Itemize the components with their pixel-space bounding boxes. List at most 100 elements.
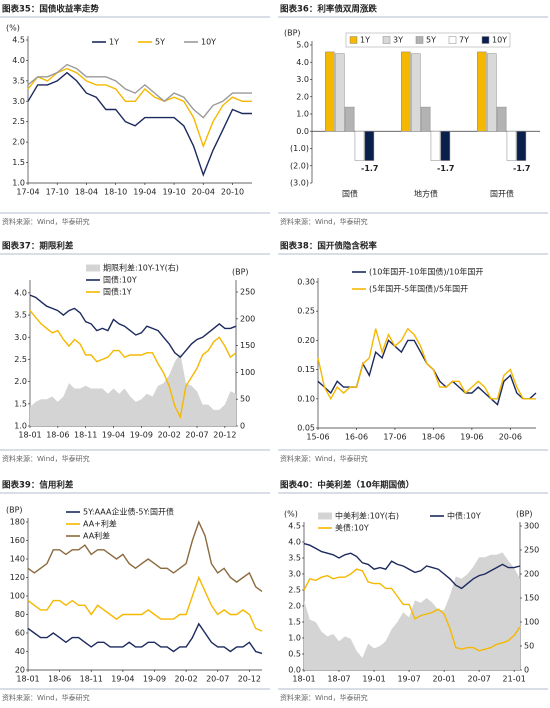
- y2-tick-label: 150: [240, 341, 255, 350]
- x-tick-label: 20-07: [468, 675, 491, 684]
- x-tick-label: 20-02: [174, 675, 197, 684]
- y-tick-label: 1.0: [288, 634, 301, 643]
- bar: [334, 53, 345, 132]
- line: [29, 294, 237, 359]
- legend-swatch: [318, 512, 332, 520]
- line: [27, 71, 252, 177]
- y-tick-label: 180: [10, 518, 25, 527]
- x-tick-label: 17-04: [16, 188, 39, 197]
- data-label: -1.7: [361, 164, 379, 173]
- bar: [496, 106, 507, 132]
- x-tick-label: 17-06: [383, 433, 406, 442]
- y-tick-label: 0.05: [297, 424, 315, 433]
- x-tick-label: 19-06: [460, 433, 483, 442]
- x-tick-label: 地方债: [414, 189, 438, 199]
- x-tick-label: 17-10: [46, 188, 69, 197]
- y2-tick-label: 100: [524, 618, 539, 627]
- y-tick-label: 0.0: [296, 127, 309, 136]
- legend-label: 1Y: [109, 38, 119, 47]
- x-tick-label: 18-01: [16, 675, 39, 684]
- y-tick-label: 2.0: [14, 377, 27, 386]
- y-tick-label: 4.0: [288, 538, 301, 547]
- y2-tick-label: 250: [524, 546, 539, 555]
- data-label: -1.7: [513, 164, 531, 173]
- line: [27, 67, 252, 149]
- y-tick-label: 0.15: [297, 365, 315, 374]
- y2-tick-label: 100: [240, 368, 255, 377]
- bar: [364, 131, 375, 161]
- y-tick-label: 2.0: [288, 602, 301, 611]
- legend-swatch: [382, 36, 391, 44]
- y-tick-label: 1.5: [12, 158, 25, 167]
- legend-label: 10Y: [492, 36, 507, 45]
- bar: [354, 131, 365, 161]
- legend-label: AA利差: [83, 531, 110, 541]
- y-tick-label: 3.5: [288, 554, 301, 563]
- legend-label: 中债:10Y: [447, 511, 481, 521]
- x-tick-label: 20-12: [238, 675, 261, 684]
- x-tick-label: 20-01: [432, 675, 455, 684]
- y-tick-label: 1.5: [288, 618, 301, 627]
- line: [317, 339, 537, 406]
- y-tick-label: 3.5: [12, 76, 25, 85]
- x-tick-label: 19-04: [111, 675, 134, 684]
- y2-tick-label: 0: [524, 666, 529, 675]
- y2-tick-label: 300: [524, 522, 539, 531]
- legend-label: 10Y: [201, 38, 216, 47]
- y2-tick-label: 0: [240, 422, 245, 431]
- bar: [420, 106, 431, 132]
- line: [27, 520, 263, 592]
- y-tick-label: (3.0): [290, 179, 309, 188]
- legend-label: 1Y: [360, 36, 370, 45]
- y2-tick-label: 150: [524, 594, 539, 603]
- x-tick-label: 20-12: [213, 431, 236, 440]
- y-tick-label: 4.0: [14, 288, 27, 297]
- x-tick-label: 19-09: [130, 431, 153, 440]
- y-tick-label: 20: [15, 666, 25, 675]
- bar: [440, 131, 451, 161]
- x-tick-label: 18-11: [74, 431, 97, 440]
- y-tick-label: 3.0: [296, 75, 309, 84]
- y-tick-label: 2.0: [12, 138, 25, 147]
- x-tick-label: 20-10: [221, 188, 244, 197]
- y2-unit: (BP): [516, 510, 533, 519]
- y-tick-label: 4.0: [12, 56, 25, 65]
- y-tick-label: 0.0: [288, 666, 301, 675]
- y2-unit: (BP): [232, 268, 249, 277]
- y-tick-label: 140: [10, 555, 25, 564]
- panel-title: 图表39：信用利差: [2, 480, 74, 491]
- y-tick-label: 3.0: [288, 570, 301, 579]
- y-tick-label: 0.5: [288, 650, 301, 659]
- y-unit: (BP): [284, 29, 301, 38]
- bar: [410, 53, 421, 132]
- y-unit: (%): [284, 510, 298, 519]
- legend-swatch: [86, 264, 100, 272]
- y2-tick-label: 250: [240, 288, 255, 297]
- y-tick-label: 160: [10, 536, 25, 545]
- legend-label: 3Y: [393, 36, 403, 45]
- x-tick-label: 20-06: [499, 433, 522, 442]
- source: 资料来源：Wind，华泰研究: [2, 217, 90, 226]
- y-unit: (%): [6, 24, 20, 33]
- legend-swatch: [481, 36, 490, 44]
- x-tick-label: 20-02: [158, 431, 181, 440]
- panel-title: 图表35：国债收益率走势: [2, 4, 99, 15]
- y-tick-label: 2.0: [296, 92, 309, 101]
- y-tick-label: 4.5: [12, 36, 25, 45]
- line: [27, 575, 263, 632]
- x-tick-label: 21-01: [503, 675, 526, 684]
- x-tick-label: 18-11: [80, 675, 103, 684]
- y-tick-label: 0.10: [297, 394, 315, 403]
- y2-tick-label: 200: [524, 570, 539, 579]
- x-tick-label: 20-07: [185, 431, 208, 440]
- legend-swatch: [349, 36, 358, 44]
- y-tick-label: 4.5: [288, 522, 301, 531]
- y-tick-label: 2.5: [14, 355, 27, 364]
- y-tick-label: 1.0: [14, 422, 27, 431]
- legend-swatch: [448, 36, 457, 44]
- legend-label: 期限利差:10Y-1Y(右): [103, 263, 179, 273]
- panel-title: 图表36：利率债双周涨跌: [280, 4, 377, 15]
- x-tick-label: 19-04: [102, 431, 125, 440]
- bar: [430, 131, 441, 161]
